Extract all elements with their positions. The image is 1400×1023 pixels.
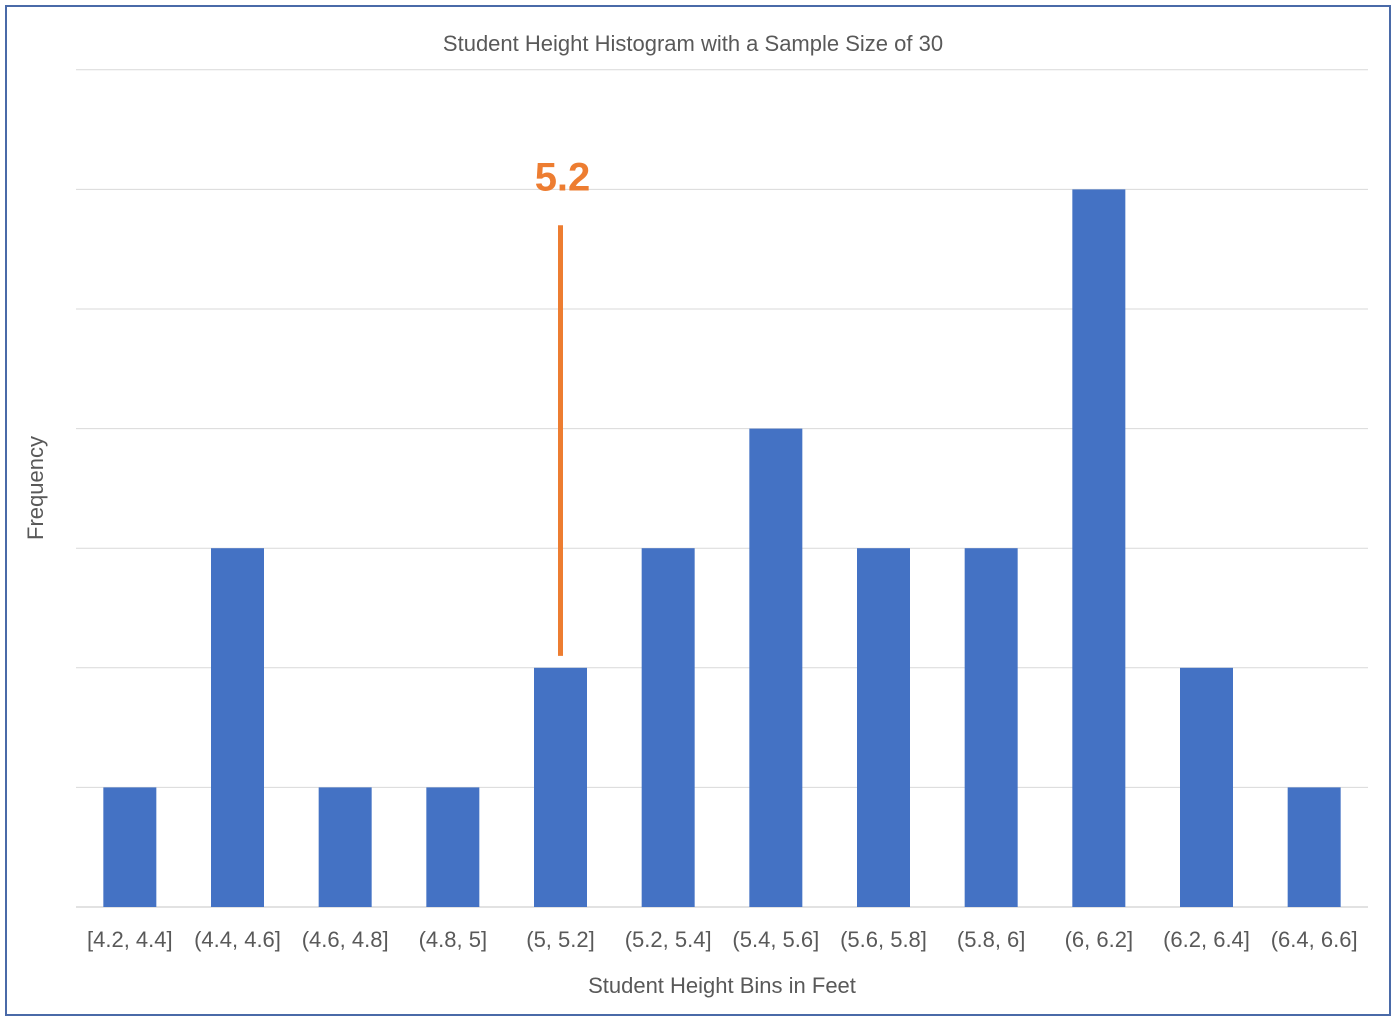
x-tick-label: (5, 5.2] [526, 927, 594, 952]
x-tick-label: (5.6, 5.8] [840, 927, 927, 952]
grid-lines [76, 69, 1368, 908]
x-tick-label: (4.4, 4.6] [194, 927, 281, 952]
x-tick-label: (4.6, 4.8] [302, 927, 389, 952]
bars [103, 189, 1341, 907]
bar [534, 667, 587, 907]
x-tick-labels: [4.2, 4.4] (4.4, 4.6] (4.6, 4.8] (4.8, 5] (5… [87, 927, 1358, 952]
x-tick-label: (5.4, 5.6] [732, 927, 819, 952]
y-axis-label: Frequency [23, 436, 48, 540]
x-tick-label: (4.8, 5] [419, 927, 487, 952]
x-tick-label: (5.2, 5.4] [625, 927, 712, 952]
bar [857, 548, 910, 907]
bar [1287, 787, 1341, 907]
bar [103, 787, 157, 907]
x-tick-label: (6, 6.2] [1065, 927, 1133, 952]
bar [211, 548, 264, 907]
annotation-label: 5.2 [535, 155, 591, 199]
x-tick-label: (5.8, 6] [957, 927, 1025, 952]
x-tick-label: (6.2, 6.4] [1163, 927, 1250, 952]
bar [318, 787, 372, 907]
x-tick-label: [4.2, 4.4] [87, 927, 173, 952]
bar [641, 548, 695, 907]
bar [1072, 189, 1126, 907]
bar [749, 428, 803, 907]
x-axis-label: Student Height Bins in Feet [588, 973, 856, 998]
x-tick-label: (6.4, 6.6] [1271, 927, 1358, 952]
bar [964, 548, 1018, 907]
chart-title: Student Height Histogram with a Sample S… [443, 31, 943, 56]
bar [426, 787, 480, 907]
annotation: 5.2 [535, 155, 591, 656]
bar [1180, 667, 1233, 907]
